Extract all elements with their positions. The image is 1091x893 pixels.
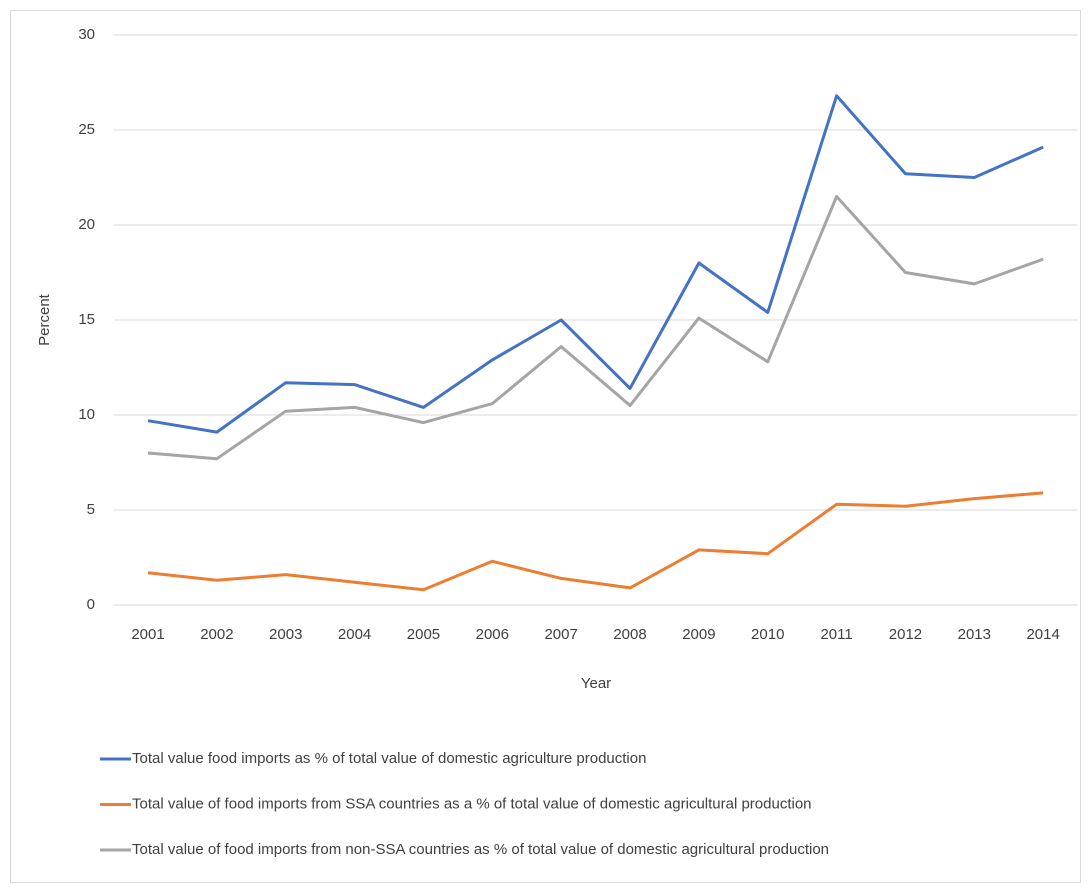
y-tick-label: 25 [78, 121, 95, 138]
x-tick-label: 2013 [958, 626, 991, 643]
x-tick-label: 2004 [338, 626, 371, 643]
y-tick-label: 5 [87, 501, 95, 518]
x-tick-label: 2008 [613, 626, 646, 643]
x-tick-label: 2007 [544, 626, 577, 643]
line-series [147, 94, 1044, 434]
x-tick-label: 2010 [751, 626, 784, 643]
y-tick-label: 15 [78, 311, 95, 328]
line-series [147, 195, 1044, 461]
legend-label: Total value food imports as % of total v… [132, 750, 646, 767]
x-tick-label: 2009 [682, 626, 715, 643]
y-tick-label: 0 [87, 596, 95, 613]
x-tick-label: 2006 [476, 626, 509, 643]
legend-label: Total value of food imports from non-SSA… [132, 841, 829, 858]
y-axis-label: Percent [36, 293, 53, 346]
line-series [147, 491, 1044, 592]
x-tick-label: 2014 [1026, 626, 1059, 643]
y-tick-label: 20 [78, 216, 95, 233]
chart-border [10, 10, 1081, 883]
x-tick-label: 2005 [407, 626, 440, 643]
x-tick-label: 2011 [820, 626, 852, 643]
x-tick-label: 2003 [269, 626, 302, 643]
x-tick-label: 2012 [889, 626, 922, 643]
x-tick-label: 2002 [200, 626, 233, 643]
y-tick-label: 10 [78, 406, 95, 423]
x-tick-label: 2001 [131, 626, 164, 643]
legend-label: Total value of food imports from SSA cou… [132, 795, 812, 812]
y-tick-label: 30 [78, 26, 95, 43]
x-axis-label: Year [581, 675, 611, 692]
